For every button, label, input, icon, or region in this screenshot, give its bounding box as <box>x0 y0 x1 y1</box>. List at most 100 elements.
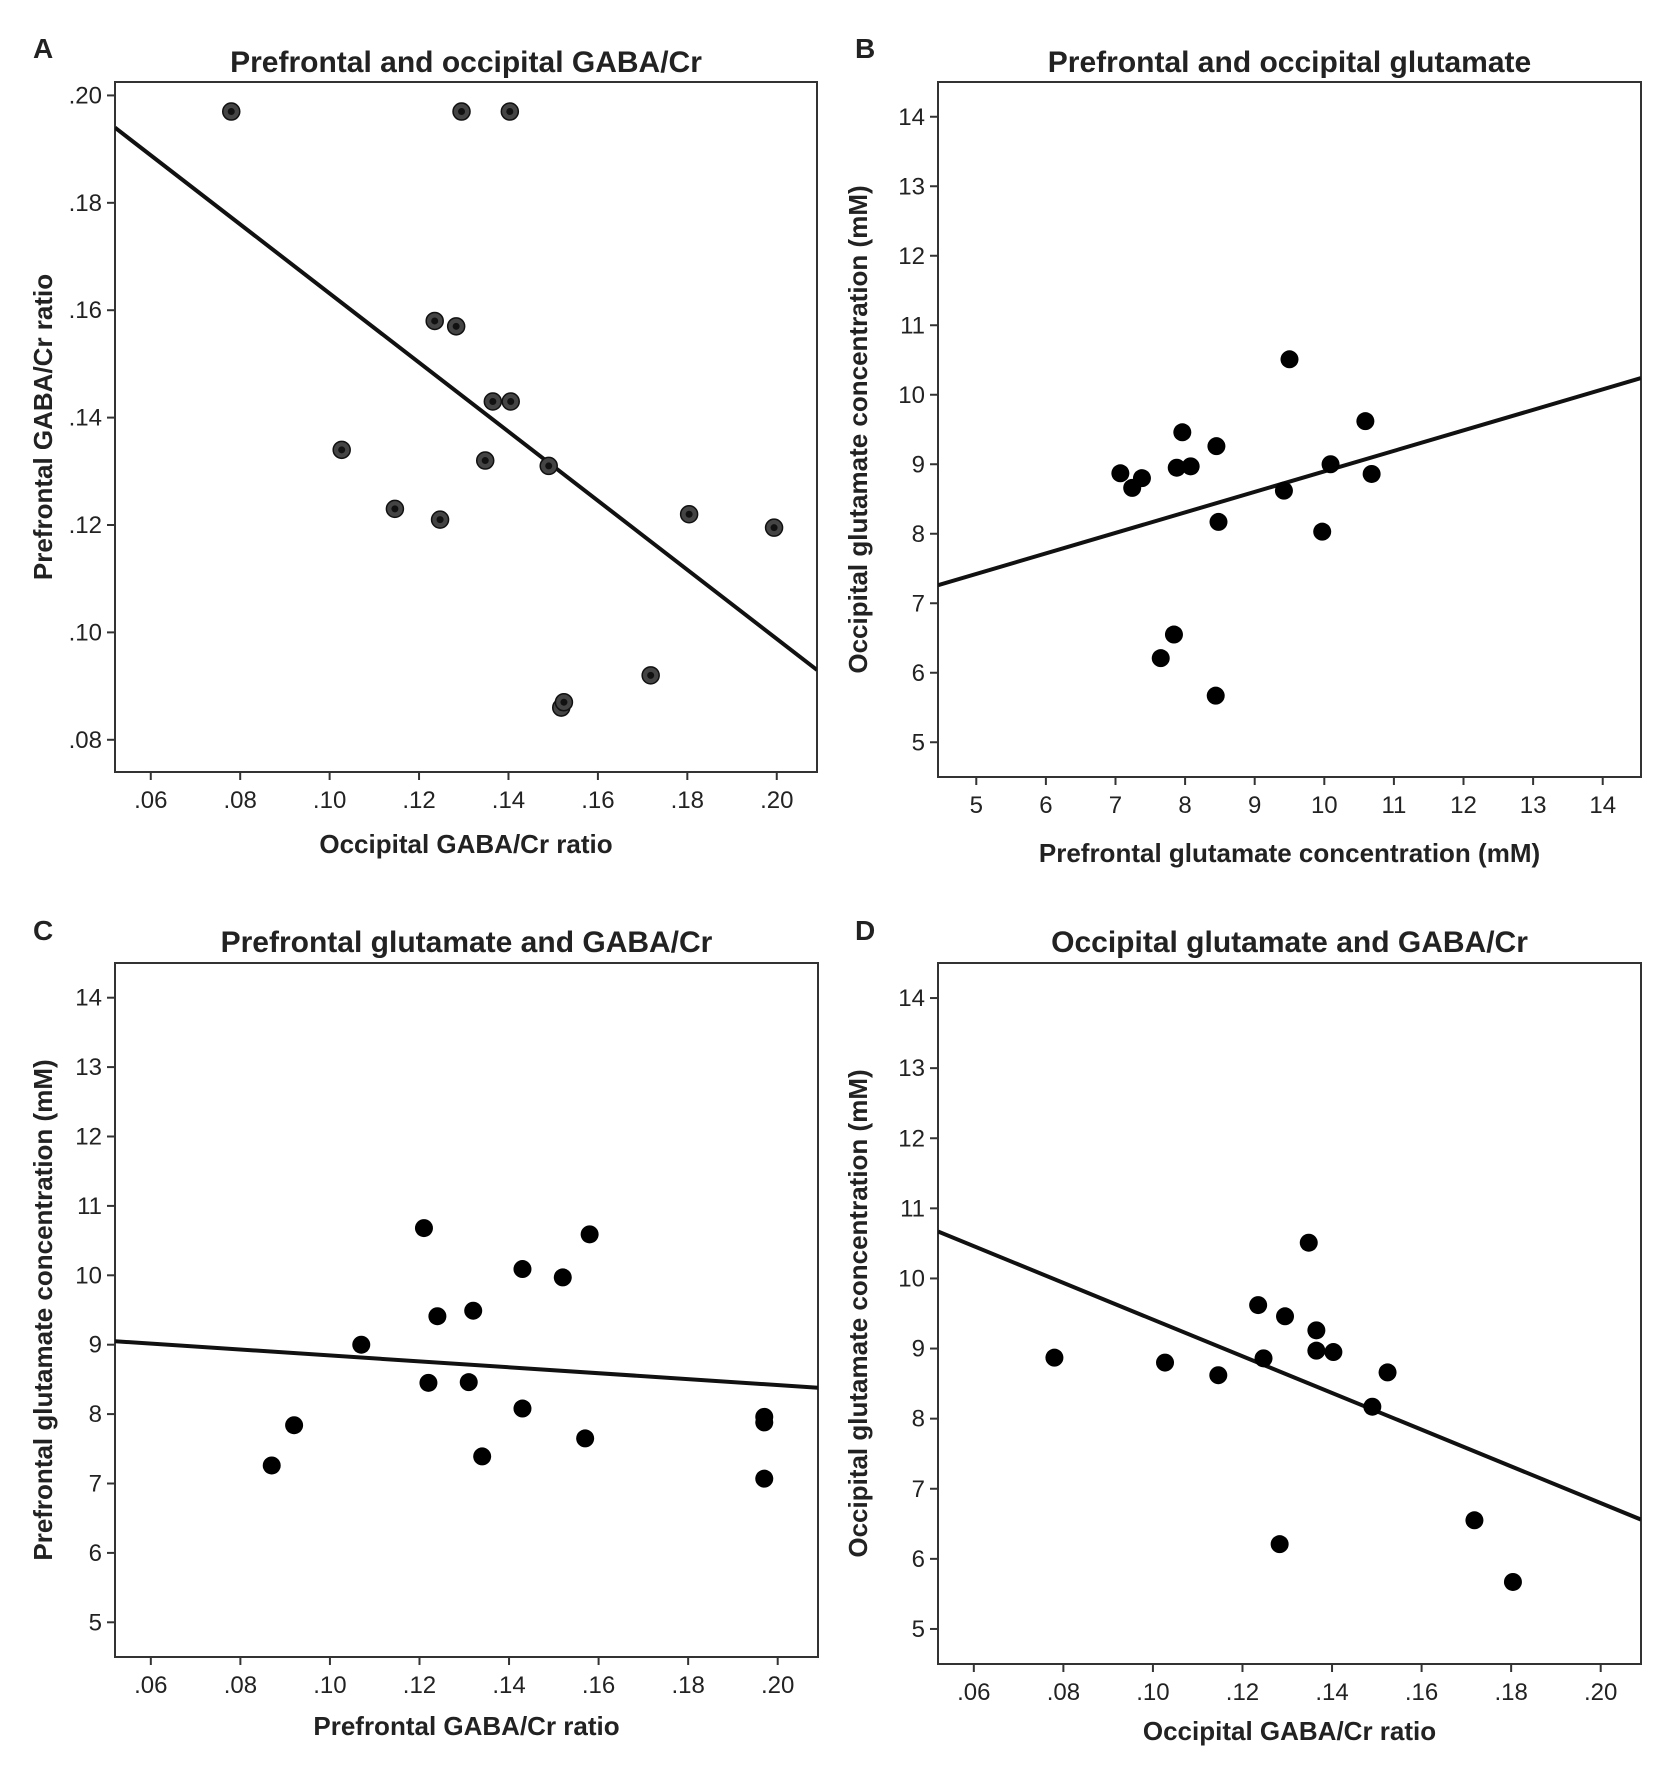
y-tick-label: 13 <box>75 1054 102 1081</box>
y-tick-label: 7 <box>912 590 925 617</box>
y-tick-label: 5 <box>912 729 925 756</box>
panel-letter: A <box>33 33 53 64</box>
data-point <box>452 102 471 121</box>
x-tick-label: .06 <box>957 1679 990 1706</box>
y-tick-label: 8 <box>89 1401 102 1428</box>
data-point <box>1299 1233 1318 1252</box>
data-point <box>500 102 520 121</box>
chart-title: Prefrontal and occipital glutamate <box>1048 46 1531 79</box>
y-tick-label: .16 <box>69 297 102 324</box>
plot-frame <box>114 81 818 773</box>
x-axis-label: Occipital GABA/Cr ratio <box>1143 1716 1436 1746</box>
y-tick-label: .18 <box>69 190 102 217</box>
data-point <box>580 1225 599 1244</box>
x-tick-label: .14 <box>1315 1679 1348 1706</box>
x-tick-label: 6 <box>1039 792 1052 819</box>
x-tick-label: .10 <box>1136 1679 1169 1706</box>
chart-title: Occipital glutamate and GABA/Cr <box>1051 926 1528 959</box>
x-tick-label: .12 <box>1226 1679 1259 1706</box>
x-tick-label: .16 <box>1405 1679 1438 1706</box>
x-tick-label: 11 <box>1381 792 1406 819</box>
data-point <box>1363 1397 1382 1416</box>
data-point <box>679 505 699 524</box>
data-point <box>1254 1349 1273 1368</box>
data-point <box>554 692 574 712</box>
y-tick-label: .12 <box>69 512 102 539</box>
y-tick-label: .10 <box>69 619 102 646</box>
data-point <box>1313 522 1332 541</box>
data-point <box>1209 512 1228 531</box>
y-tick-label: 7 <box>89 1471 102 1498</box>
y-tick-label: 12 <box>898 243 925 270</box>
panel-a: A Prefrontal and occipital GABA/Cr .06 .08.… <box>28 33 818 859</box>
x-tick-label: .20 <box>1584 1679 1617 1706</box>
fit-line <box>938 1229 1641 1522</box>
data-point <box>1274 481 1293 500</box>
x-tick-label: .10 <box>313 1672 346 1699</box>
data-point <box>1356 412 1375 431</box>
data-point <box>513 1260 532 1279</box>
plot-frame <box>937 81 1642 778</box>
x-tick-label: 13 <box>1520 792 1547 819</box>
data-point <box>1206 686 1225 705</box>
x-tick-label: .18 <box>671 1672 704 1699</box>
x-tick-label: 10 <box>1311 792 1338 819</box>
data-point <box>446 317 466 336</box>
data-point <box>1307 1321 1326 1340</box>
x-axis-label: Occipital GABA/Cr ratio <box>319 829 612 859</box>
y-tick-label: 12 <box>898 1125 925 1152</box>
x-axis-label: Prefrontal GABA/Cr ratio <box>313 1711 619 1741</box>
y-tick-label: 13 <box>898 1055 925 1082</box>
data-point <box>1249 1296 1268 1315</box>
data-point <box>501 392 520 411</box>
y-tick-label: 14 <box>75 985 102 1012</box>
x-tick-label: .12 <box>403 1672 436 1699</box>
data-point <box>425 311 444 331</box>
data-point <box>464 1301 483 1320</box>
x-tick-label: .08 <box>224 1672 257 1699</box>
data-point <box>1045 1348 1064 1367</box>
y-tick-label: 11 <box>900 312 925 339</box>
y-axis-label: Prefrontal GABA/Cr ratio <box>28 274 58 580</box>
x-axis-label: Prefrontal glutamate concentration (mM) <box>1039 838 1540 868</box>
x-tick-label: 8 <box>1178 792 1191 819</box>
y-tick-label: 6 <box>912 660 925 687</box>
data-point <box>1307 1341 1326 1360</box>
x-tick-label: .08 <box>224 787 257 814</box>
chart-title: Prefrontal glutamate and GABA/Cr <box>221 926 713 959</box>
fit-line <box>115 126 817 672</box>
data-point <box>764 518 784 537</box>
data-point <box>1156 1353 1175 1372</box>
panel-d: D Occipital glutamate and GABA/Cr .06 .08 .1… <box>843 915 1642 1746</box>
x-tick-label: 9 <box>1248 792 1261 819</box>
data-point <box>1164 625 1183 644</box>
data-point <box>430 510 450 529</box>
data-point <box>1503 1572 1522 1591</box>
data-point <box>473 1447 492 1466</box>
y-tick-label: 6 <box>912 1546 925 1573</box>
y-tick-label: 6 <box>89 1540 102 1567</box>
y-tick-label: .08 <box>69 727 102 754</box>
data-point <box>553 1268 572 1287</box>
panel-b: B Prefrontal and occipital glutamate 5 6 7 8 9… <box>843 33 1642 868</box>
data-point <box>1167 458 1186 477</box>
y-tick-label: .20 <box>69 82 102 109</box>
data-point <box>483 392 503 411</box>
chart-title: Prefrontal and occipital GABA/Cr <box>230 46 702 79</box>
x-tick-label: 12 <box>1450 792 1477 819</box>
y-axis-label: Occipital glutamate concentration (mM) <box>843 185 873 673</box>
data-point <box>1324 1343 1343 1362</box>
x-tick-label: .20 <box>761 1672 794 1699</box>
fit-line <box>115 1339 818 1390</box>
y-tick-label: 12 <box>75 1124 102 1151</box>
panel-letter: B <box>855 33 875 64</box>
y-tick-label: 10 <box>75 1262 102 1289</box>
y-tick-label: 14 <box>898 985 925 1012</box>
y-tick-label: .14 <box>69 405 102 432</box>
x-tick-label: .06 <box>134 1672 167 1699</box>
y-tick-label: 8 <box>912 1406 925 1433</box>
x-tick-label: .20 <box>760 787 793 814</box>
data-point <box>352 1335 371 1354</box>
y-tick-label: 8 <box>912 521 925 548</box>
x-tick-label: .12 <box>402 787 435 814</box>
